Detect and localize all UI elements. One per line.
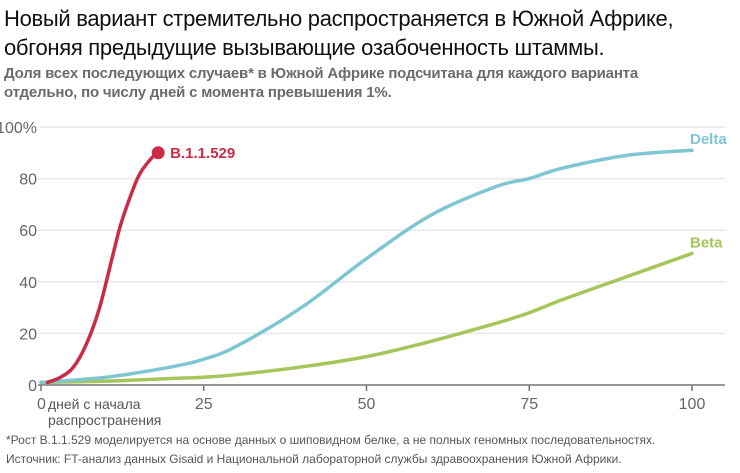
x-tick-label: 75: [520, 396, 538, 413]
footnote: *Рост B.1.1.529 моделируется на основе д…: [6, 433, 656, 447]
series-label: B.1.1.529: [170, 145, 235, 162]
y-tick-label: 40: [19, 275, 37, 292]
source-note: Источник: FT-анализ данных Gisaid и Наци…: [6, 452, 622, 466]
series-label: Delta: [690, 131, 727, 148]
x-tick-label: 50: [358, 396, 376, 413]
y-tick-label: 20: [19, 326, 37, 343]
series-line-beta: [39, 251, 694, 385]
series-label: Beta: [690, 234, 723, 251]
line-chart: 0 20 40 60 80 100% 0 25 50 75 100 дней с началарасп…: [0, 120, 727, 428]
y-tick-label: 60: [19, 223, 37, 240]
y-tick-label: 80: [19, 172, 37, 189]
x-tick-label: 100: [679, 396, 706, 413]
series-line-b11529: [45, 151, 160, 385]
y-tick-label: 100%: [0, 120, 37, 137]
chart-title: Новый вариант стремительно распространяе…: [4, 6, 674, 60]
x-tick-label: 25: [195, 396, 213, 413]
series-end-marker: [151, 146, 165, 160]
chart-subtitle: Доля всех последующих случаев* в Южной А…: [4, 65, 638, 101]
x-axis-label: дней с начала: [48, 396, 141, 412]
x-axis-label: распространения: [48, 412, 161, 428]
series-line-delta: [39, 148, 694, 385]
y-tick-label: 0: [28, 378, 37, 395]
x-tick-label: 0: [37, 396, 46, 413]
